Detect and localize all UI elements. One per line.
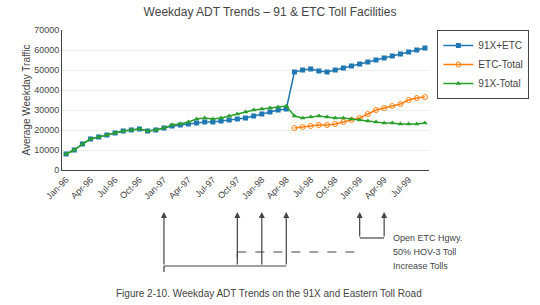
svg-text:Jan-97: Jan-97 [142,175,169,202]
svg-text:10000: 10000 [34,145,59,155]
svg-text:Jan-96: Jan-96 [44,175,71,202]
svg-text:Weekday ADT Trends – 91 & ETC: Weekday ADT Trends – 91 & ETC Toll Facil… [144,5,397,19]
svg-text:30000: 30000 [34,105,59,115]
svg-text:Jan-98: Jan-98 [240,175,267,202]
svg-text:Jul-96: Jul-96 [95,175,119,199]
svg-text:91X+ETC: 91X+ETC [478,40,522,51]
svg-text:ETC-Total: ETC-Total [478,59,522,70]
svg-text:Jul-99: Jul-99 [389,175,413,199]
svg-text:Increase Tolls: Increase Tolls [393,261,448,271]
svg-text:91X-Total: 91X-Total [478,78,520,89]
svg-text:Oct-98: Oct-98 [314,175,340,201]
svg-text:Jan-99: Jan-99 [338,175,365,202]
svg-text:Apr-96: Apr-96 [69,175,95,201]
svg-text:60000: 60000 [34,45,59,55]
svg-text:40000: 40000 [34,85,59,95]
svg-text:Jul-98: Jul-98 [291,175,315,199]
svg-text:Figure 2-10. Weekday ADT Trend: Figure 2-10. Weekday ADT Trends on the 9… [116,288,422,299]
svg-text:50% HOV-3 Toll: 50% HOV-3 Toll [393,247,456,257]
svg-text:50000: 50000 [34,65,59,75]
svg-text:70000: 70000 [34,25,59,35]
svg-text:Oct-97: Oct-97 [216,175,242,201]
svg-text:Open ETC Hgwy.: Open ETC Hgwy. [393,233,462,243]
svg-text:Apr-97: Apr-97 [167,175,193,201]
svg-text:0: 0 [54,165,59,175]
svg-text:Apr-98: Apr-98 [265,175,291,201]
svg-text:Apr-99: Apr-99 [363,175,389,201]
svg-text:Oct-96: Oct-96 [118,175,144,201]
svg-text:Average Weekday Traffic: Average Weekday Traffic [21,44,32,155]
svg-text:Jul-97: Jul-97 [193,175,217,199]
svg-text:20000: 20000 [34,125,59,135]
